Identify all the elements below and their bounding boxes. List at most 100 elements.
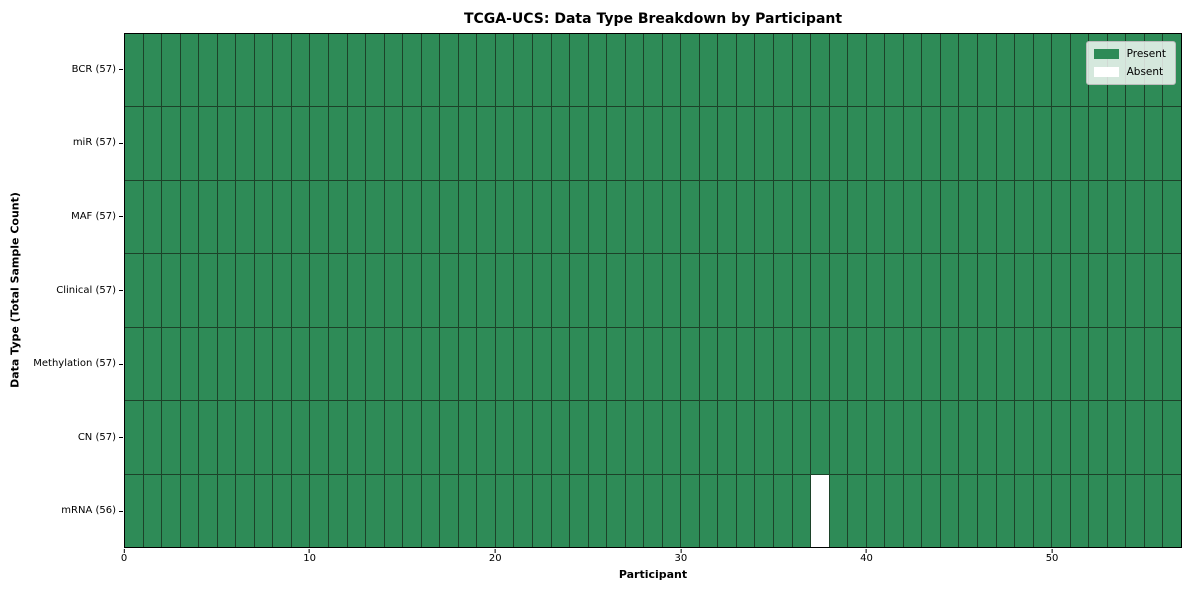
heatmap-cell-present (199, 180, 217, 254)
heatmap-cell-present (662, 107, 681, 180)
heatmap-cell-present (347, 401, 366, 474)
heatmap-cell-present (532, 474, 551, 547)
heatmap-cell-present (699, 474, 718, 547)
heatmap-cell-present (1144, 474, 1163, 547)
heatmap-cell-present (199, 327, 217, 401)
heatmap-cell-present (440, 180, 458, 254)
heatmap-cell-present (829, 107, 848, 180)
heatmap-cell-present (718, 474, 736, 547)
heatmap-cell-present (273, 180, 291, 254)
heatmap-cell-present (885, 180, 903, 254)
heatmap-cell-present (310, 327, 328, 401)
heatmap-cell-present (1015, 327, 1033, 401)
legend-entry: Present (1093, 48, 1166, 60)
heatmap-cell-present (310, 254, 328, 327)
heatmap-cell-present (217, 327, 236, 401)
heatmap-cell-present (1052, 401, 1070, 474)
heatmap-cell-present (1052, 107, 1070, 180)
heatmap-cell-present (1163, 474, 1181, 547)
heatmap-cell-present (903, 254, 922, 327)
heatmap-cell-present (1163, 254, 1181, 327)
x-tick-label: 30 (674, 553, 688, 564)
heatmap-cell-present (236, 327, 254, 401)
heatmap-cell-present (273, 107, 291, 180)
heatmap-cell-present (1015, 107, 1033, 180)
heatmap-cell-present (662, 474, 681, 547)
heatmap-cell-present (495, 254, 514, 327)
heatmap-cell-present (681, 107, 699, 180)
heatmap-cell-present (328, 107, 347, 180)
heatmap-cell-present (458, 254, 477, 327)
tick-mark (1051, 549, 1053, 553)
heatmap-cell-present (366, 180, 384, 254)
heatmap-cell-present (143, 474, 162, 547)
heatmap-cell-present (199, 107, 217, 180)
heatmap-cell-present (477, 34, 495, 107)
heatmap-cell-present (291, 34, 310, 107)
tick-mark (123, 549, 125, 553)
heatmap-cell-present (699, 180, 718, 254)
heatmap-cell-present (477, 107, 495, 180)
heatmap-cell-present (254, 401, 273, 474)
heatmap-cell-present (625, 401, 644, 474)
heatmap-cell-present (848, 180, 866, 254)
x-tick: 0 (121, 549, 127, 565)
heatmap-cell-present (180, 327, 199, 401)
heatmap-cell-present (1070, 180, 1089, 254)
heatmap-cell-present (551, 254, 570, 327)
heatmap-cell-present (885, 254, 903, 327)
heatmap-cell-present (996, 180, 1015, 254)
heatmap-cell-present (273, 254, 291, 327)
heatmap-cell-present (922, 327, 940, 401)
heatmap-cell-present (458, 474, 477, 547)
y-tick-label: MAF (57) (71, 210, 116, 222)
heatmap-cell-present (217, 180, 236, 254)
tick-mark (119, 142, 123, 144)
heatmap-cell-present (273, 401, 291, 474)
heatmap-cell-absent (811, 474, 829, 547)
tick-mark (119, 216, 123, 218)
heatmap-cell-present (866, 34, 885, 107)
y-tick: CN (57) (78, 432, 123, 444)
heatmap-cell-present (180, 34, 199, 107)
heatmap-cell-present (217, 401, 236, 474)
heatmap-cell-present (366, 34, 384, 107)
heatmap-cell-present (310, 107, 328, 180)
heatmap-cell-present (421, 401, 440, 474)
heatmap-cell-present (291, 327, 310, 401)
heatmap-cell-present (514, 401, 532, 474)
heatmap-cell-present (959, 327, 978, 401)
heatmap-cell-present (477, 327, 495, 401)
heatmap-cell-present (514, 180, 532, 254)
heatmap-cell-present (1033, 401, 1052, 474)
heatmap-cell-present (328, 254, 347, 327)
heatmap-cell-present (403, 401, 421, 474)
heatmap-cell-present (1070, 34, 1089, 107)
heatmap-cell-present (699, 327, 718, 401)
heatmap-cell-present (755, 401, 774, 474)
y-tick-label: Clinical (57) (56, 284, 116, 296)
heatmap-cell-present (681, 401, 699, 474)
legend: Present Absent (1085, 41, 1176, 85)
heatmap-cell-present (384, 254, 403, 327)
heatmap-cell-present (625, 180, 644, 254)
tick-mark (494, 549, 496, 553)
heatmap-cell-present (421, 327, 440, 401)
heatmap-cell-present (254, 254, 273, 327)
heatmap-cell-present (273, 474, 291, 547)
heatmap-cell-present (570, 180, 588, 254)
heatmap-cell-present (1070, 254, 1089, 327)
heatmap-cell-present (514, 474, 532, 547)
heatmap-cell-present (922, 474, 940, 547)
heatmap-cell-present (162, 34, 180, 107)
heatmap-cell-present (588, 327, 607, 401)
heatmap-cell-present (662, 34, 681, 107)
x-tick: 20 (489, 549, 502, 565)
heatmap-cell-present (1052, 180, 1070, 254)
heatmap-cell-present (903, 107, 922, 180)
heatmap-cell-present (403, 180, 421, 254)
heatmap-cell-present (644, 107, 662, 180)
heatmap-cell-present (866, 107, 885, 180)
heatmap-cell-present (644, 180, 662, 254)
